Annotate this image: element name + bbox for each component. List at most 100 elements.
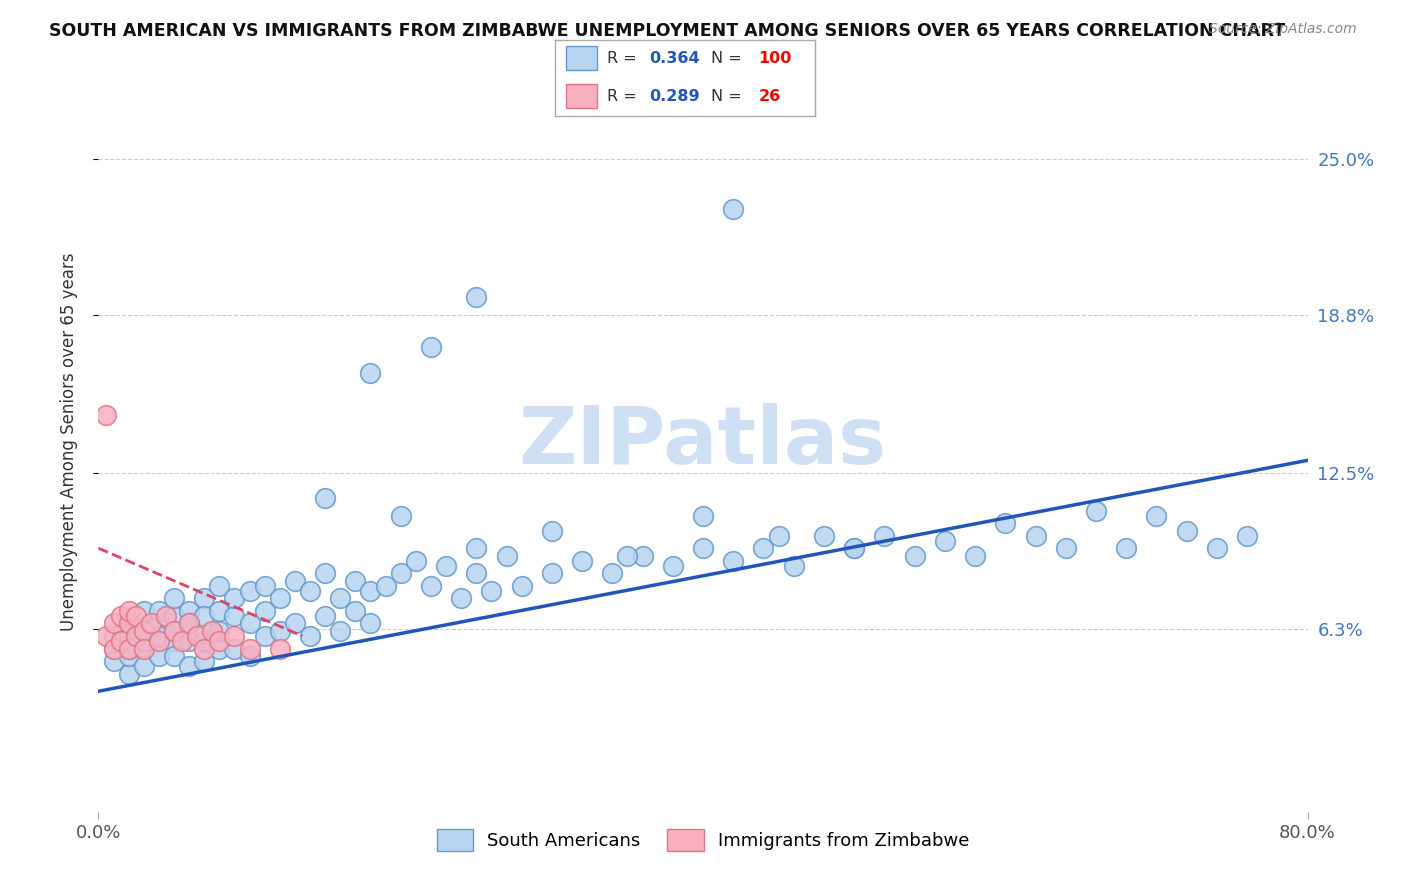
Text: 100: 100 (758, 51, 792, 66)
Point (94, 629, 117, 643)
Point (1024, 529, 1046, 543)
Text: SOUTH AMERICAN VS IMMIGRANTS FROM ZIMBABWE UNEMPLOYMENT AMONG SENIORS OVER 65 YE: SOUTH AMERICAN VS IMMIGRANTS FROM ZIMBAB… (49, 22, 1285, 40)
Point (148, 649, 170, 664)
Point (163, 624, 186, 638)
Point (224, 629, 246, 643)
Legend: South Americans, Immigrants from Zimbabwe: South Americans, Immigrants from Zimbabw… (429, 822, 977, 858)
Point (844, 541, 866, 556)
Point (224, 609, 246, 624)
Point (723, 554, 745, 568)
Bar (565, 84, 598, 109)
Point (118, 641, 141, 656)
Point (434, 558, 457, 573)
Point (239, 649, 262, 664)
Point (148, 629, 170, 643)
Point (103, 629, 125, 643)
Point (170, 634, 193, 648)
Point (193, 654, 215, 668)
Point (208, 624, 231, 638)
Point (344, 604, 367, 618)
Point (616, 549, 638, 563)
Point (118, 634, 141, 648)
Point (314, 491, 336, 505)
Point (299, 583, 322, 598)
Point (813, 529, 835, 543)
Point (148, 604, 170, 618)
Point (179, 659, 201, 673)
Text: N =: N = (711, 51, 748, 66)
Point (110, 634, 132, 648)
Point (186, 629, 208, 643)
Bar (565, 46, 598, 70)
Point (94, 408, 117, 422)
Point (495, 549, 517, 563)
Point (661, 558, 683, 573)
Point (269, 591, 291, 606)
Point (163, 609, 186, 624)
Point (253, 604, 276, 618)
Y-axis label: Unemployment Among Seniors over 65 years: Unemployment Among Seniors over 65 years (59, 252, 77, 631)
Point (193, 641, 215, 656)
Point (465, 566, 488, 581)
Point (103, 641, 125, 656)
Point (284, 616, 307, 631)
Text: R =: R = (607, 51, 643, 66)
Point (269, 624, 291, 638)
Point (193, 634, 215, 648)
Text: 0.364: 0.364 (650, 51, 700, 66)
Point (405, 554, 427, 568)
Text: 26: 26 (758, 88, 780, 103)
Point (118, 641, 141, 656)
Point (389, 566, 412, 581)
Point (163, 634, 186, 648)
Point (163, 591, 186, 606)
Point (540, 524, 562, 538)
Point (465, 541, 488, 556)
Point (844, 541, 866, 556)
Point (465, 290, 488, 304)
Point (103, 641, 125, 656)
Point (239, 583, 262, 598)
Point (132, 604, 155, 618)
Point (284, 574, 307, 588)
Point (179, 634, 201, 648)
Point (118, 649, 141, 664)
Point (163, 649, 186, 664)
Point (110, 609, 132, 624)
Point (132, 641, 155, 656)
Point (224, 591, 246, 606)
Point (132, 641, 155, 656)
Point (103, 654, 125, 668)
Point (148, 634, 170, 648)
Point (141, 616, 163, 631)
Point (239, 641, 262, 656)
Point (783, 558, 806, 573)
Point (540, 566, 562, 581)
Point (965, 549, 987, 563)
Point (208, 641, 231, 656)
Point (360, 583, 382, 598)
Point (1054, 541, 1077, 556)
Text: ZIPatlas: ZIPatlas (519, 402, 887, 481)
Point (314, 609, 336, 624)
Point (314, 566, 336, 581)
Point (904, 549, 927, 563)
Point (118, 616, 141, 631)
Point (132, 624, 155, 638)
Point (193, 591, 215, 606)
Point (208, 634, 231, 648)
Point (148, 616, 170, 631)
Point (208, 579, 231, 593)
Point (723, 202, 745, 217)
Point (631, 549, 654, 563)
Point (1175, 524, 1198, 538)
Point (329, 591, 352, 606)
Point (873, 529, 896, 543)
Point (481, 583, 503, 598)
Point (389, 508, 412, 523)
Point (692, 508, 714, 523)
Point (1144, 508, 1167, 523)
Point (360, 366, 382, 380)
Point (125, 629, 148, 643)
Point (179, 616, 201, 631)
